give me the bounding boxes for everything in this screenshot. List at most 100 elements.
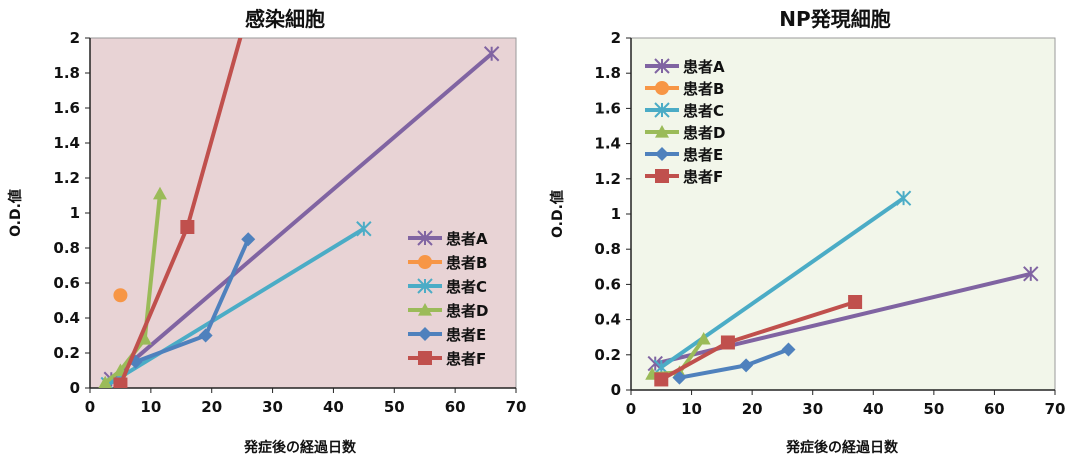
y-tick-label: 2 <box>70 29 80 47</box>
x-tick-label: 10 <box>681 400 702 418</box>
legend-marker <box>655 81 669 95</box>
series-患者B <box>113 288 128 303</box>
y-tick-label: 0.8 <box>53 239 80 257</box>
series-line <box>109 52 493 381</box>
series-患者F <box>654 295 863 387</box>
legend-label: 患者A <box>446 230 488 248</box>
y-tick-label: 1.2 <box>594 170 621 188</box>
x-tick-label: 60 <box>984 400 1005 418</box>
plot-series <box>645 190 1039 387</box>
legend-marker <box>417 230 433 246</box>
y-tick-label: 0.2 <box>53 344 80 362</box>
y-tick-label: 2 <box>611 29 621 47</box>
y-tick-label: 0 <box>611 381 621 399</box>
legend: 患者A 患者B 患者C 患者D 患者E 患者F <box>408 230 488 368</box>
plot-series <box>98 38 500 388</box>
legend-label: 患者B <box>683 80 724 98</box>
y-tick-label: 1.6 <box>53 99 80 117</box>
y-tick-label: 1.8 <box>53 64 80 82</box>
y-tick-label: 1.2 <box>53 169 80 187</box>
y-tick-label: 0.2 <box>594 346 621 364</box>
y-axis-label: O.D.値 <box>549 190 566 238</box>
data-point <box>198 328 213 343</box>
legend-label: 患者E <box>446 326 486 344</box>
y-axis-label: O.D.値 <box>7 189 24 237</box>
y-tick-label: 0 <box>70 379 80 397</box>
x-tick-label: 40 <box>863 400 884 418</box>
data-point <box>152 186 167 200</box>
legend-label: 患者C <box>683 102 724 120</box>
x-tick-label: 0 <box>626 400 636 418</box>
x-tick-label: 0 <box>85 398 95 416</box>
y-tick-label: 1.4 <box>594 135 621 153</box>
y-tick-label: 0.8 <box>594 240 621 258</box>
data-point <box>113 288 128 303</box>
plot-area <box>630 37 1056 391</box>
y-tick-label: 1 <box>70 204 80 222</box>
x-tick-label: 20 <box>201 398 222 416</box>
y-tick-label: 0.6 <box>594 275 621 293</box>
y-tick-label: 1.8 <box>594 64 621 82</box>
legend-marker <box>654 102 670 118</box>
chart-title: 感染細胞 <box>245 7 325 31</box>
legend-label: 患者F <box>683 168 723 186</box>
y-tick-label: 1 <box>611 205 621 223</box>
data-point <box>696 331 711 345</box>
legend-marker <box>654 58 670 74</box>
legend-label: 患者A <box>683 58 725 76</box>
x-tick-label: 20 <box>742 400 763 418</box>
legend-marker <box>418 255 432 269</box>
series-line <box>107 227 365 387</box>
data-point <box>180 220 195 234</box>
y-tick-label: 0.4 <box>53 309 80 327</box>
legend-label: 患者C <box>446 278 487 296</box>
legend-marker <box>418 303 432 316</box>
data-point <box>895 190 912 206</box>
series-患者E <box>672 342 796 385</box>
data-point <box>483 46 500 62</box>
y-tick-label: 0.4 <box>594 311 621 329</box>
legend-marker <box>655 147 669 161</box>
x-tick-label: 30 <box>262 398 283 416</box>
data-point <box>98 375 113 388</box>
legend-marker <box>417 278 433 294</box>
series-患者F <box>113 38 243 388</box>
data-point <box>241 232 256 247</box>
data-point <box>848 295 863 309</box>
data-point <box>781 342 796 357</box>
data-point <box>720 335 735 350</box>
x-axis-label: 発症後の経過日数 <box>243 439 357 456</box>
x-tick-label: 50 <box>384 398 405 416</box>
chart-title: NP発現細胞 <box>779 7 890 31</box>
x-tick-label: 10 <box>140 398 161 416</box>
data-point <box>739 358 754 373</box>
data-point <box>672 370 687 385</box>
legend-marker <box>418 327 432 341</box>
y-tick-label: 0.6 <box>53 274 80 292</box>
x-tick-label: 50 <box>923 400 944 418</box>
x-axis-label: 発症後の経過日数 <box>785 439 899 456</box>
legend: 患者A 患者B 患者C 患者D 患者E 患者F <box>645 58 725 186</box>
y-tick-label: 1.4 <box>53 134 80 152</box>
x-tick-label: 60 <box>445 398 466 416</box>
legend-marker <box>655 125 669 138</box>
data-point <box>137 332 152 345</box>
y-tick-label: 1.6 <box>594 99 621 117</box>
data-point <box>1023 266 1039 282</box>
data-point <box>113 377 128 388</box>
x-tick-label: 70 <box>1045 400 1066 418</box>
data-point <box>356 221 372 237</box>
data-point <box>654 372 669 387</box>
legend-label: 患者B <box>446 254 487 272</box>
legend-label: 患者F <box>446 350 486 368</box>
x-tick-label: 70 <box>506 398 527 416</box>
legend-label: 患者D <box>446 302 488 320</box>
legend-label: 患者D <box>683 124 725 142</box>
x-tick-label: 30 <box>802 400 823 418</box>
legend-label: 患者E <box>683 146 723 164</box>
legend-marker <box>418 351 432 365</box>
legend-marker <box>655 169 669 183</box>
